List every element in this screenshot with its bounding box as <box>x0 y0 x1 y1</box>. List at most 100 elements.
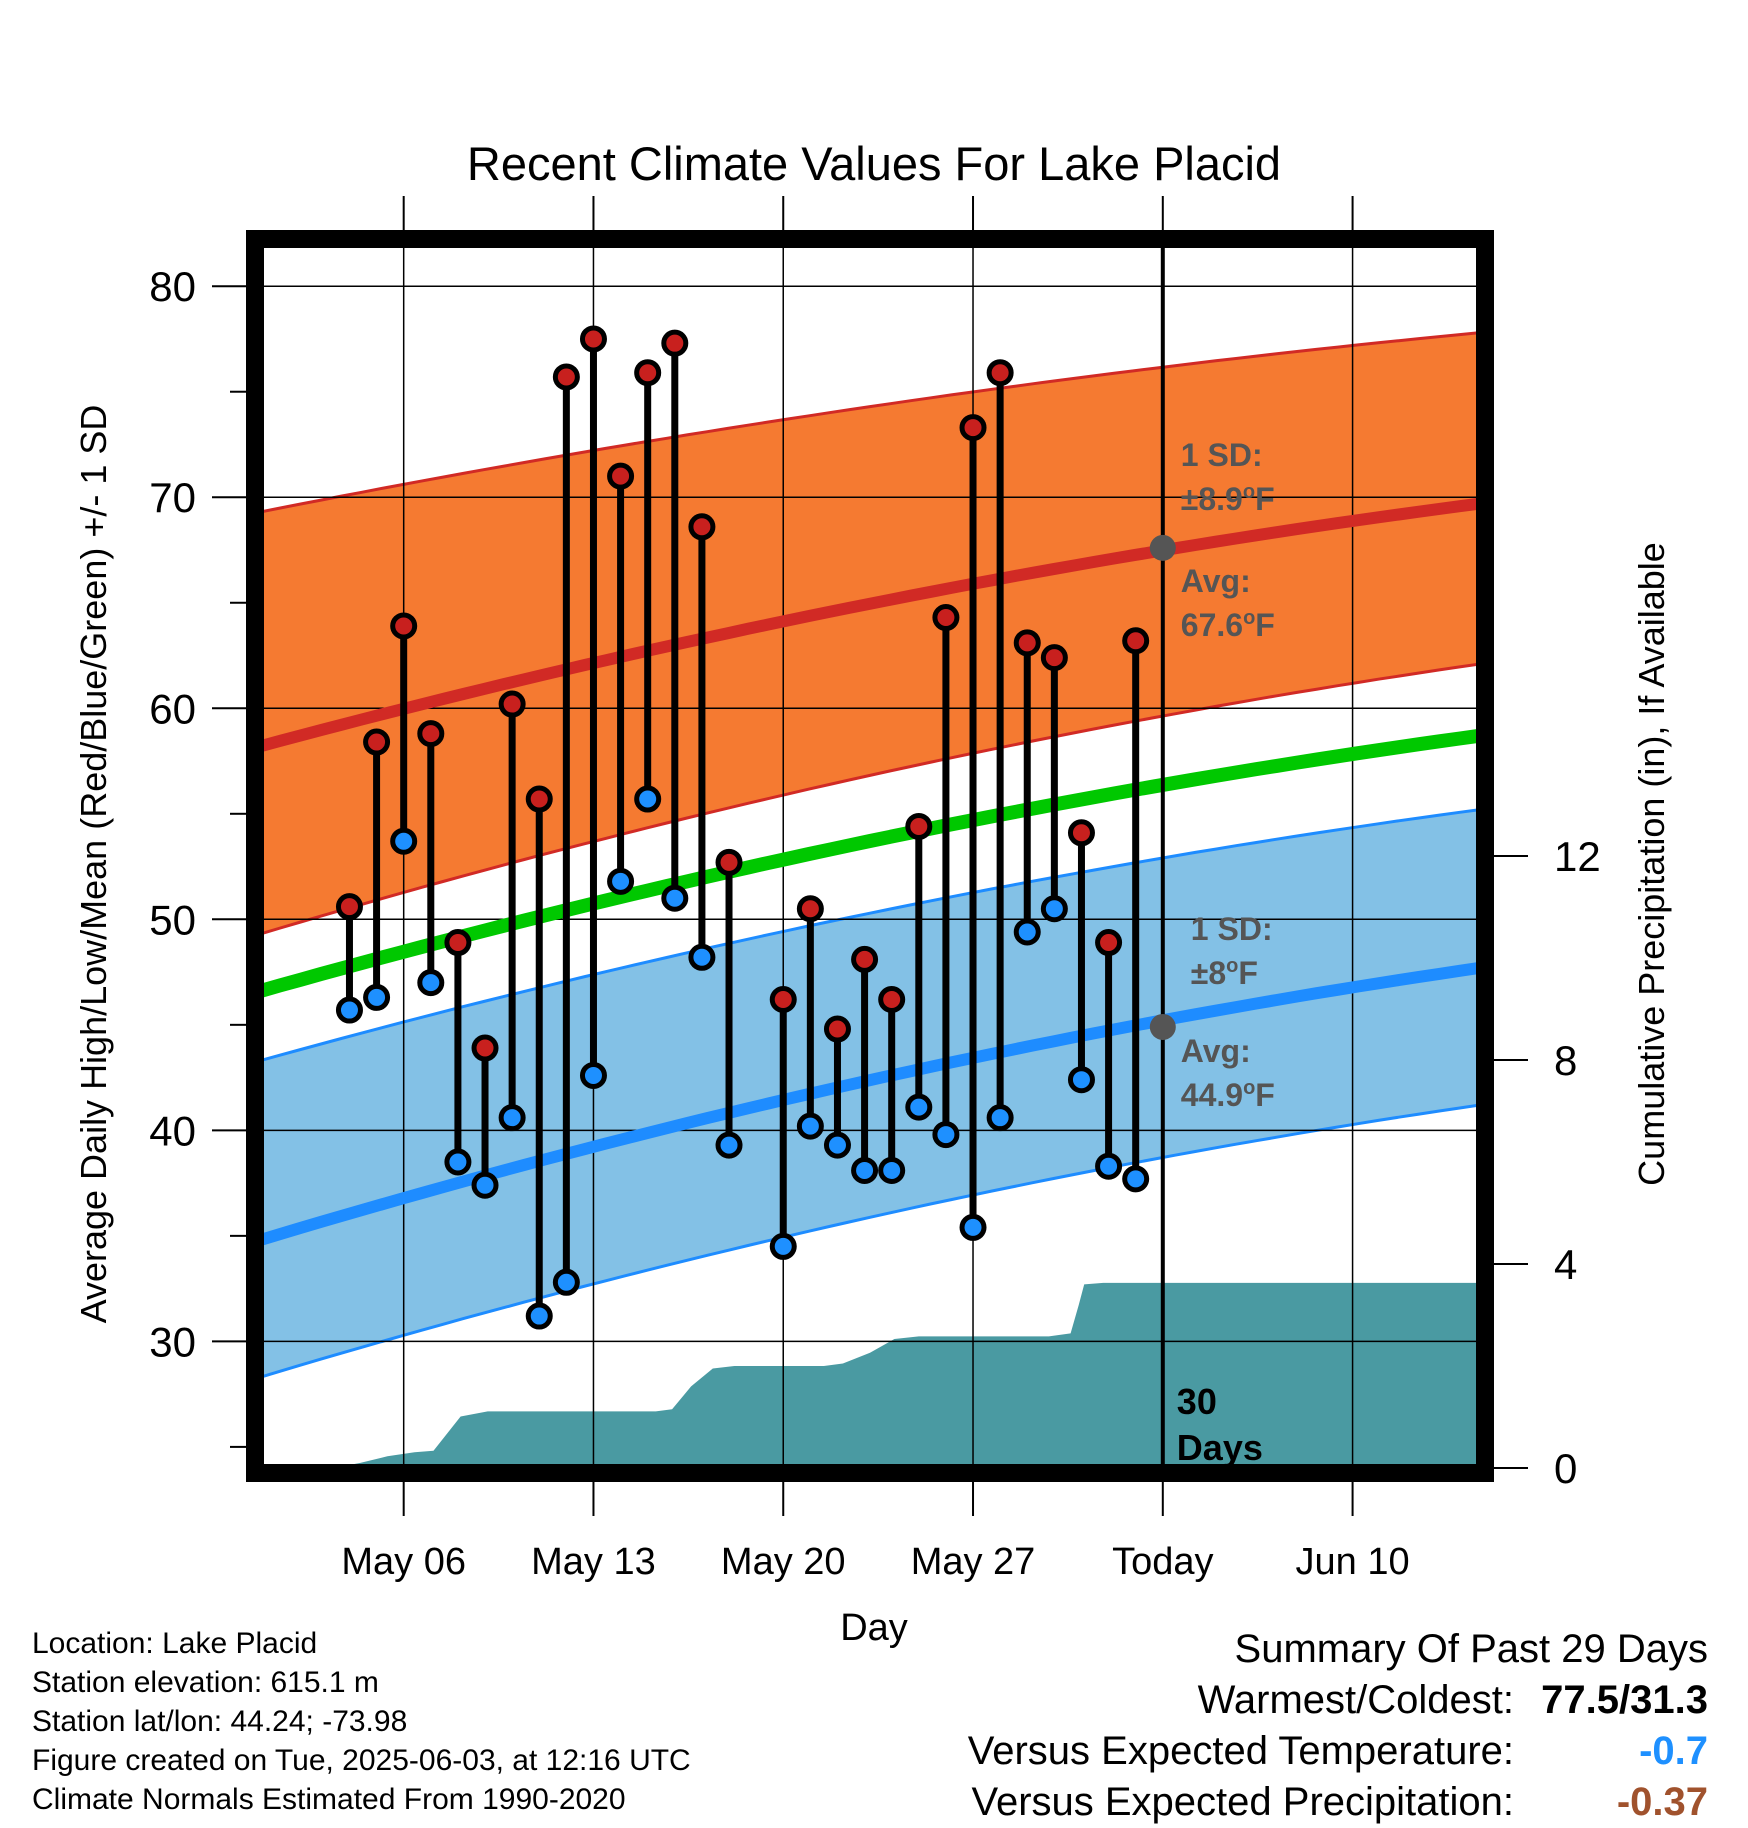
climate-normals-note: Climate Normals Estimated From 1990-2020 <box>32 1783 626 1816</box>
daily-high-dot <box>607 462 635 490</box>
low-sd-value: ±8 <box>1191 955 1226 991</box>
daily-low-dot <box>1013 918 1041 946</box>
y-tick-label: 60 <box>149 685 196 732</box>
x-tick-label: Today <box>1112 1541 1213 1583</box>
x-tick-label: Jun 10 <box>1296 1541 1410 1583</box>
y-axis-title-right: Cumulative Precipitation (in), If Availa… <box>1631 542 1672 1186</box>
high-sd-label: 1 SD: <box>1181 437 1263 473</box>
degree-sup: o <box>1226 955 1238 977</box>
daily-high-dot <box>1013 629 1041 657</box>
y-tick-label: 30 <box>149 1318 196 1365</box>
low-sd-lower-line <box>260 1103 1480 1379</box>
y-tick-label: 70 <box>149 474 196 521</box>
plot-frame <box>246 230 1494 1482</box>
daily-high-dot <box>823 1015 851 1043</box>
unit-label: F <box>1255 607 1275 643</box>
daily-low-dot <box>932 1121 960 1149</box>
y-tick-label: 40 <box>149 1107 196 1154</box>
y2-tick-label: 0 <box>1554 1445 1577 1492</box>
daily-low-dot <box>661 884 689 912</box>
x-tick-label: May 27 <box>911 1541 1036 1583</box>
daily-low-dot <box>607 867 635 895</box>
high-sd-annotation-1: 1 SD: <box>1181 437 1263 473</box>
daily-low-dot <box>579 1061 607 1089</box>
daily-high-dot <box>1040 644 1068 672</box>
daily-high-dot <box>851 945 879 973</box>
high-avg-annotation-1: Avg: <box>1181 563 1251 599</box>
x-axis-title: Day <box>840 1607 908 1649</box>
high-avg-value: 67.6 <box>1181 607 1243 643</box>
high-avg-marker <box>1149 534 1176 561</box>
daily-low-dot <box>335 996 363 1024</box>
temp-value: -0.7 <box>1639 1729 1708 1773</box>
high-avg-line <box>260 497 1480 753</box>
precip-label: Versus Expected Precipitation: <box>971 1780 1514 1824</box>
y-tick-label: 50 <box>149 896 196 943</box>
daily-high-dot <box>634 359 662 387</box>
x-tick-label: May 13 <box>531 1541 656 1583</box>
daily-low-dot <box>471 1171 499 1199</box>
daily-low-dot <box>417 969 445 997</box>
daily-high-dot <box>688 513 716 541</box>
axes: 30 40 50 60 70 80 0 4 8 12 May 06 May 13 May 20 May 2… <box>149 196 1601 1583</box>
low-sd-upper-line <box>260 808 1480 1063</box>
station-info: Location: Lake Placid Station elevation:… <box>32 1624 691 1819</box>
precip-value: -0.37 <box>1616 1780 1708 1824</box>
figure-created: Figure created on Tue, 2025-06-03, at 12… <box>32 1744 691 1777</box>
degree-sup: o <box>1243 607 1255 629</box>
daily-low-dot <box>851 1156 879 1184</box>
low-avg-label: Avg: <box>1181 1033 1251 1069</box>
daily-high-dot <box>471 1034 499 1062</box>
summary-panel: Summary Of Past 29 Days Warmest/Coldest:… <box>968 1624 1708 1828</box>
daily-low-dot <box>905 1093 933 1121</box>
daily-low-dot <box>390 827 418 855</box>
station-elevation: Station elevation: 615.1 m <box>32 1666 379 1699</box>
daily-high-dot <box>363 728 391 756</box>
daily-high-dot <box>1095 929 1123 957</box>
daily-low-dot <box>823 1131 851 1159</box>
summary-warm-cold: Warmest/Coldest: 77.5/31.3 <box>968 1675 1708 1726</box>
y2-tick-label: 12 <box>1554 833 1601 880</box>
daily-low-dot <box>1067 1066 1095 1094</box>
daily-high-dot <box>444 929 472 957</box>
x-tick-label: May 06 <box>341 1541 466 1583</box>
y-tick-label: 80 <box>149 263 196 310</box>
high-sd-value: ±8.9 <box>1181 481 1243 517</box>
x-tick-label: May 20 <box>721 1541 846 1583</box>
daily-high-dot <box>905 812 933 840</box>
high-avg-annotation-2: 67.6oF <box>1181 607 1275 643</box>
low-avg-value: 44.9 <box>1181 1077 1243 1113</box>
warm-cold-label: Warmest/Coldest: <box>1197 1678 1514 1722</box>
warm-cold-value: 77.5/31.3 <box>1541 1678 1708 1722</box>
summary-title: Summary Of Past 29 Days <box>1234 1627 1708 1671</box>
daily-low-dot <box>688 943 716 971</box>
daily-high-dot <box>1067 819 1095 847</box>
precip-area <box>260 1282 1480 1468</box>
daily-low-dot <box>525 1302 553 1330</box>
low-avg-annotation-2: 44.9oF <box>1181 1077 1275 1113</box>
daily-low-dot <box>959 1213 987 1241</box>
daily-high-dot <box>715 848 743 876</box>
y-axis-title-left: Average Daily High/Low/Mean (Red/Blue/Gr… <box>73 405 114 1324</box>
high-sd-lower-line <box>260 662 1480 936</box>
daily-high-dot <box>986 359 1014 387</box>
station-location: Location: Lake Placid <box>32 1627 318 1660</box>
unit-label: F <box>1238 955 1258 991</box>
daily-low-dot <box>986 1104 1014 1132</box>
daily-high-dot <box>769 986 797 1014</box>
high-avg-label: Avg: <box>1181 563 1251 599</box>
station-latlon: Station lat/lon: 44.24; -73.98 <box>32 1705 408 1738</box>
low-sd-annotation-2: ±8oF <box>1191 955 1258 991</box>
y2-tick-label: 4 <box>1554 1241 1577 1288</box>
daily-high-dot <box>661 329 689 357</box>
daily-high-dot <box>335 893 363 921</box>
daily-high-dot <box>498 690 526 718</box>
high-sd-upper-line <box>260 331 1480 514</box>
low-avg-line <box>260 961 1480 1246</box>
daily-high-dot <box>1122 627 1150 655</box>
daily-low-dot <box>498 1104 526 1132</box>
low-avg-marker <box>1149 1013 1176 1040</box>
summary-precip: Versus Expected Precipitation: -0.37 <box>968 1777 1708 1828</box>
